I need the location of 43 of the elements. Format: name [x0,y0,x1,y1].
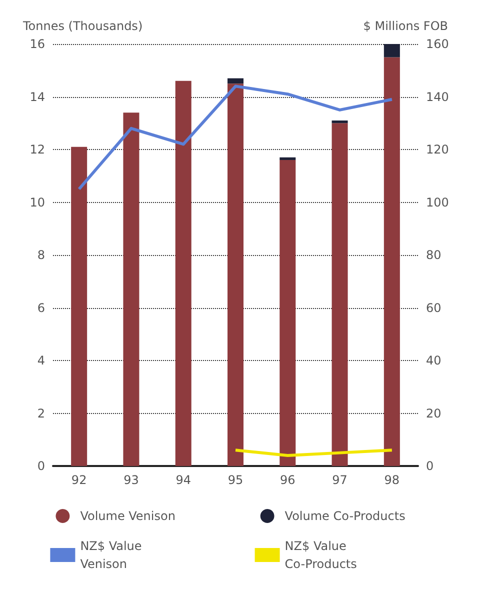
y-tick-label: 12 [30,142,45,156]
y-axis-title: Tonnes (Thousands) [22,19,143,33]
legend-label: Volume Co-Products [284,509,406,523]
bar [280,160,296,466]
bar [123,112,140,466]
legend-label: Volume Venison [80,509,176,523]
x-tick-label: 96 [280,473,296,487]
y-tick-label: 4 [37,354,45,368]
bar [384,57,400,466]
y-tick-label: 16 [30,37,45,51]
bar [228,84,244,466]
y2-tick-label: 100 [426,195,449,210]
y2-tick-label: 0 [426,459,434,473]
y2-tick-label: 80 [426,248,442,262]
legend-label: NZ$ Value Venison [80,539,146,571]
y-tick-label: 2 [37,406,45,420]
y2-tick-label: 20 [426,406,442,420]
y2-tick-label: 120 [426,142,449,156]
y-tick-label: 10 [30,195,45,210]
x-tick-label: 97 [332,473,348,487]
legend-label: NZ$ Value Co-Products [284,539,357,571]
y2-tick-label: 40 [426,354,442,368]
bar [332,123,348,466]
bar [71,146,88,466]
x-tick-label: 98 [384,473,400,487]
y2-axis-title: $ Millions FOB [363,19,448,33]
y-tick-label: 0 [37,459,45,473]
x-tick-label: 95 [228,473,244,487]
bar [332,120,348,124]
y-tick-label: 8 [37,248,45,262]
y2-tick-label: 60 [426,300,442,315]
line-series [78,84,394,191]
bar [280,157,296,160]
x-tick-label: 92 [71,473,87,487]
x-tick-label: 94 [176,473,191,487]
y2-tick-label: 140 [426,90,449,104]
bar [175,80,192,466]
bar [384,44,400,58]
x-tick-label: 93 [124,473,139,487]
y2-tick-label: 160 [426,37,449,51]
bar [228,78,244,84]
y-tick-label: 14 [30,90,45,104]
y-tick-label: 6 [37,300,45,315]
